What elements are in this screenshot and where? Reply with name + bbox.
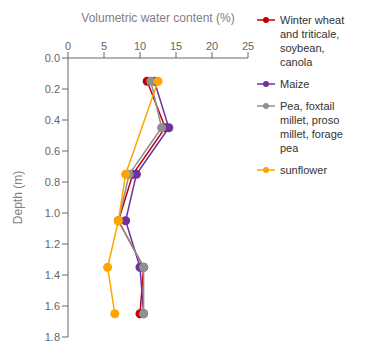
svg-text:0.6: 0.6 [45, 145, 60, 157]
svg-text:0.8: 0.8 [45, 176, 60, 188]
svg-text:0.2: 0.2 [45, 83, 60, 95]
html-text:Maize: Maize [280, 78, 310, 90]
svg-text:0: 0 [65, 40, 71, 52]
svg-text:5: 5 [101, 40, 107, 52]
html-text:Pea, foxtail millet, proso mil: Pea, foxtail millet, proso millet, forag… [280, 100, 343, 154]
svg-text:0.0: 0.0 [45, 52, 60, 64]
svg-text:25: 25 [242, 40, 254, 52]
svg-text:1.4: 1.4 [45, 269, 60, 281]
svg-text:Volumetric water content (%): Volumetric water content (%) [81, 11, 234, 25]
svg-text:1.2: 1.2 [45, 238, 60, 250]
svg-text:15: 15 [170, 40, 182, 52]
svg-text:10: 10 [134, 40, 146, 52]
svg-text:Depth (m): Depth (m) [11, 171, 25, 224]
svg-text:1.6: 1.6 [45, 300, 60, 312]
svg-text:1.8: 1.8 [45, 331, 60, 343]
svg-text:1.0: 1.0 [45, 207, 60, 219]
html-text:Winter wheat and triticale, so: Winter wheat and triticale, soybean, can… [280, 14, 345, 68]
svg-text:0.4: 0.4 [45, 114, 60, 126]
svg-text:20: 20 [206, 40, 218, 52]
html-text:sunflower: sunflower [280, 164, 328, 176]
